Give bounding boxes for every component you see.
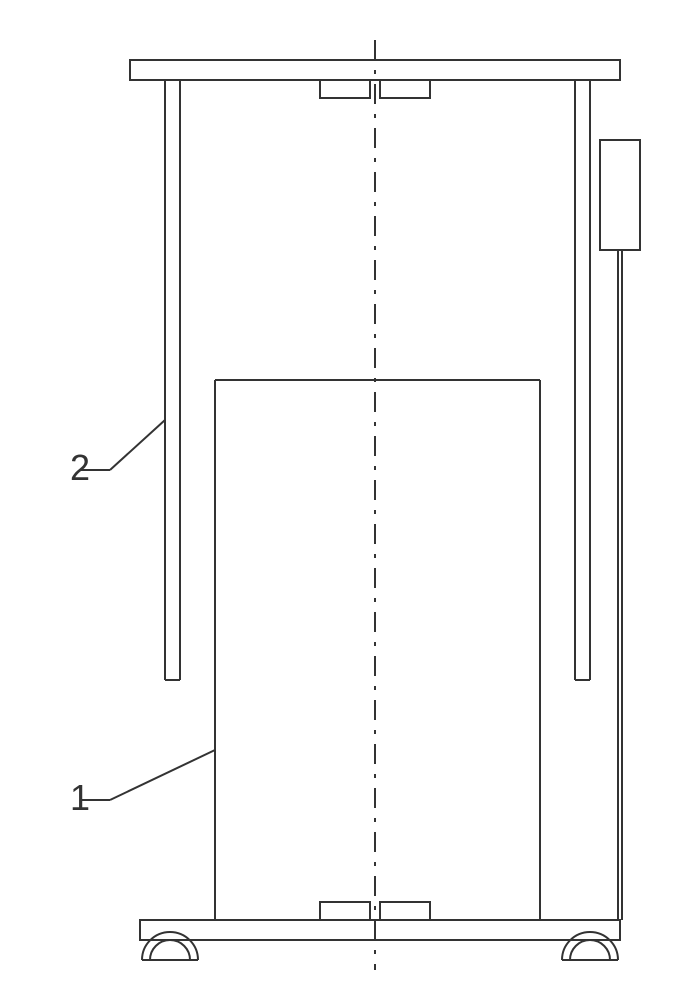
engineering-diagram: 12 — [0, 0, 674, 1000]
label-1: 1 — [70, 777, 90, 818]
diagram-svg: 12 — [0, 0, 674, 1000]
label-2: 2 — [70, 447, 90, 488]
